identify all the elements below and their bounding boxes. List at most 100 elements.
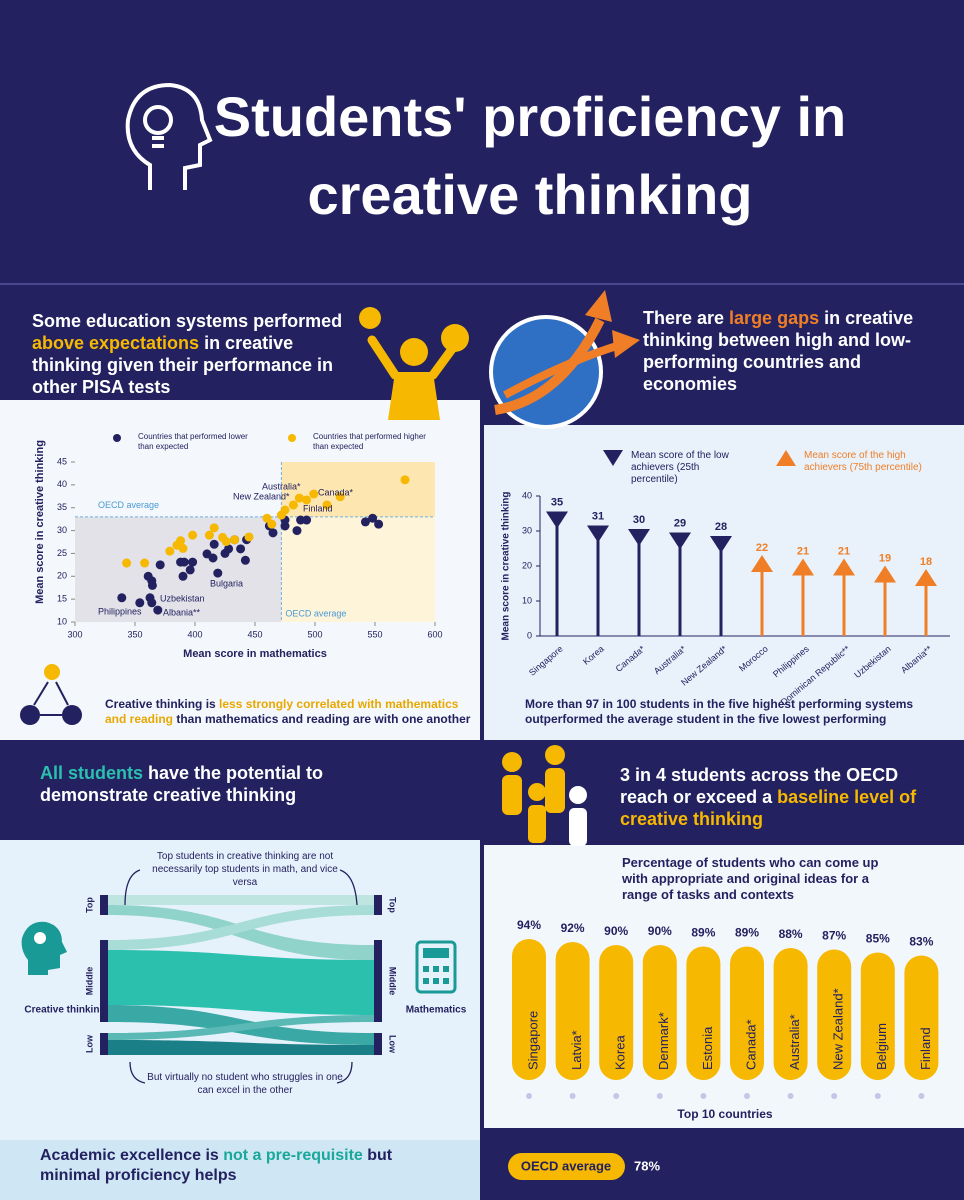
oecd-value: 78% (634, 1158, 660, 1173)
marker (751, 555, 773, 572)
bar (599, 945, 634, 1080)
heading: There are large gaps in creative thinkin… (643, 308, 914, 394)
bar (512, 939, 546, 1080)
sankey: Top Middle Low Top Middle Low (84, 869, 398, 1084)
point (204, 530, 214, 540)
x-tick-label: 500 (307, 629, 322, 639)
legend-label: Countries that performed higher than exp… (313, 432, 426, 451)
value-label: 21 (838, 545, 850, 557)
y-tick-label: 40 (57, 479, 67, 489)
category-label: Finland (918, 1027, 933, 1070)
value-label: 18 (920, 556, 932, 568)
value-label: 31 (592, 510, 604, 522)
point (208, 553, 218, 563)
value-label: 21 (797, 545, 809, 557)
bar (555, 942, 590, 1080)
point (165, 546, 175, 556)
point (147, 580, 157, 590)
point (294, 493, 304, 503)
lollipop (710, 536, 732, 636)
category-label: Belgium (874, 1023, 889, 1070)
bar (686, 946, 721, 1080)
y-tick-label: 30 (522, 525, 532, 535)
people-icon (502, 745, 587, 846)
point (188, 557, 198, 567)
category-label: Singapore (525, 1011, 540, 1070)
value-label: 22 (756, 542, 768, 554)
value-label: 87% (822, 929, 846, 943)
category-label: Canada* (743, 1019, 758, 1070)
sankey-note: Top students in creative thinking are no… (152, 851, 338, 888)
lollipop (874, 565, 896, 636)
value-label: 28 (715, 521, 727, 533)
reference-label: OECD average (98, 500, 159, 510)
point (147, 598, 157, 608)
point (135, 598, 145, 608)
point (288, 500, 298, 510)
level-label: Low (84, 1034, 94, 1053)
dot (569, 1093, 576, 1099)
note: More than 97 in 100 students in the five… (525, 697, 914, 726)
y-tick-label: 45 (57, 456, 67, 466)
level-label: Middle (388, 967, 398, 996)
lollipop (751, 555, 773, 636)
value-label: 94% (517, 918, 541, 932)
note: Academic excellence is not a pre-requisi… (40, 1147, 393, 1184)
calculator-icon (415, 940, 457, 994)
value-label: 83% (909, 935, 933, 949)
panel-bg (0, 1140, 480, 1200)
point (374, 519, 384, 529)
annotation: Australia* (262, 481, 301, 491)
y-tick-label: 20 (522, 560, 532, 570)
flow (108, 905, 374, 950)
point (292, 526, 302, 536)
point (236, 544, 246, 554)
level-label: Top (84, 897, 94, 913)
category-label: New Zealand* (831, 988, 846, 1070)
point (155, 560, 165, 570)
point (302, 515, 312, 525)
point (400, 475, 410, 485)
node (374, 1033, 382, 1055)
point (117, 593, 127, 603)
bar (904, 955, 939, 1080)
point (213, 568, 223, 578)
bulb-head-icon (21, 921, 68, 975)
point (188, 530, 198, 540)
marker (915, 569, 937, 586)
dot (613, 1093, 620, 1099)
point (179, 557, 189, 567)
dot (744, 1093, 750, 1099)
arrow (124, 869, 358, 906)
legend-marker (603, 450, 623, 466)
node (100, 895, 108, 915)
x-tick-label: 600 (427, 629, 442, 639)
y-tick-label: 40 (522, 490, 532, 500)
x-tick-label: 550 (367, 629, 382, 639)
region (281, 516, 435, 622)
point (309, 489, 319, 499)
chart-subtitle: Percentage of students who can come up w… (622, 855, 879, 902)
marker (546, 511, 568, 529)
value-label: 89% (735, 926, 759, 940)
point (268, 528, 278, 538)
dot (918, 1093, 925, 1099)
bar (860, 952, 895, 1080)
lollipop (546, 511, 568, 636)
point (178, 543, 188, 553)
point (280, 505, 290, 515)
point (178, 571, 188, 581)
annotation: Philippines (98, 606, 142, 616)
flow (108, 905, 374, 960)
flow (108, 895, 374, 905)
node (100, 940, 108, 1022)
person-icon (359, 307, 469, 420)
heading: All students have the potential to demon… (40, 763, 324, 805)
level-label: Middle (84, 967, 94, 996)
x-tick-label: 400 (187, 629, 202, 639)
flow (108, 1015, 374, 1040)
y-tick-label: 10 (57, 616, 67, 626)
heading: Some education systems performed above e… (32, 311, 343, 397)
annotation: Finland (303, 503, 333, 513)
